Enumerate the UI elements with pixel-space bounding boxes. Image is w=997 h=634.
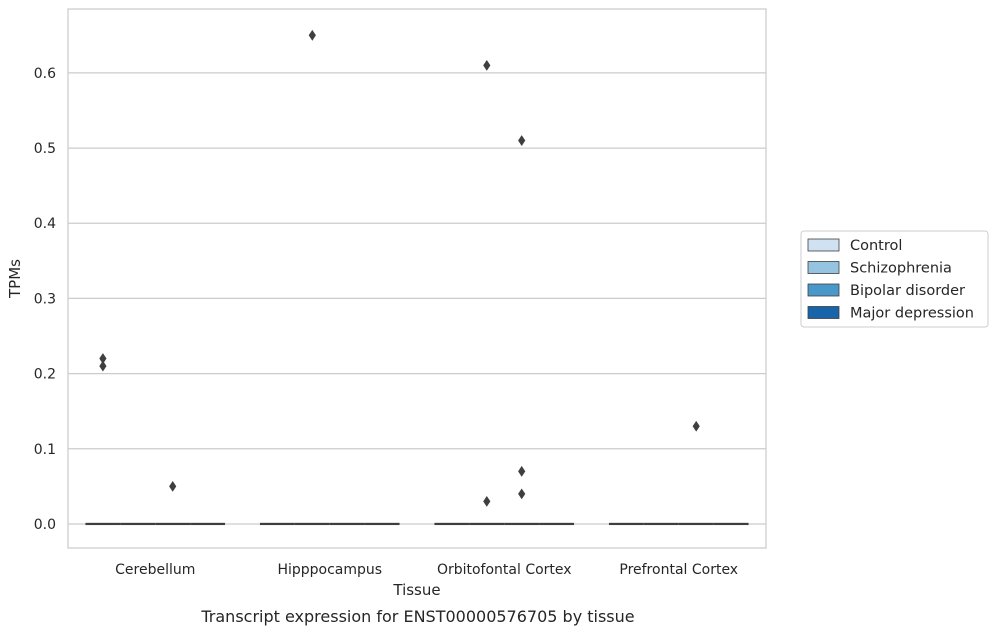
y-tick-label: 0.1: [34, 442, 56, 458]
legend-label: Schizophrenia: [850, 261, 952, 277]
outlier-point: [483, 59, 491, 71]
legend-label: Bipolar disorder: [850, 283, 965, 299]
x-tick-label: Prefrontal Cortex: [619, 562, 738, 578]
outlier-point: [518, 135, 526, 146]
outlier-point: [99, 353, 107, 364]
outlier-point: [308, 29, 316, 41]
outlier-point: [169, 480, 177, 492]
legend-label: Control: [850, 238, 902, 254]
y-tick-label: 0.3: [34, 291, 56, 307]
x-tick-label: Hipppocampus: [277, 562, 382, 578]
x-tick-labels: Cerebellum Hipppocampus Orbitofontal Corte…: [115, 562, 738, 578]
legend-swatch: [807, 306, 840, 319]
y-tick-label: 0.4: [34, 216, 56, 232]
y-tick-labels: 0.0 0.1 0.2 0.3 0.4 0.5 0.6: [34, 66, 56, 533]
legend-swatch: [807, 238, 840, 252]
legend-swatch: [807, 261, 840, 274]
x-tick-label: Orbitofontal Cortex: [437, 562, 572, 578]
outlier-point: [692, 420, 700, 432]
outlier-point: [99, 360, 107, 372]
legend-label: Major depression: [850, 306, 974, 322]
x-axis-label: Tissue: [392, 581, 440, 599]
legend-swatch: [807, 283, 840, 297]
legend-frame: [800, 230, 989, 328]
x-tick-label: Cerebellum: [115, 562, 195, 578]
outliers: [99, 29, 700, 507]
outlier-point: [518, 488, 526, 500]
boxes: [85, 522, 749, 526]
y-tick-label: 0.2: [34, 367, 56, 383]
chart-caption: Transcript expression for ENST0000057670…: [200, 607, 634, 626]
outlier-point: [483, 495, 491, 507]
plot-frame: [67, 8, 767, 549]
y-tick-label: 0.5: [34, 141, 56, 157]
y-tick-label: 0.6: [34, 66, 56, 82]
y-axis-label: TPMs: [6, 259, 24, 299]
outlier-point: [518, 465, 526, 477]
y-tick-label: 0.0: [34, 517, 56, 533]
legend: Control Schizophrenia Bipolar disorder Majo…: [800, 230, 989, 328]
